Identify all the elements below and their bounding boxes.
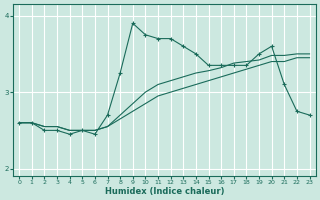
X-axis label: Humidex (Indice chaleur): Humidex (Indice chaleur) xyxy=(105,187,224,196)
